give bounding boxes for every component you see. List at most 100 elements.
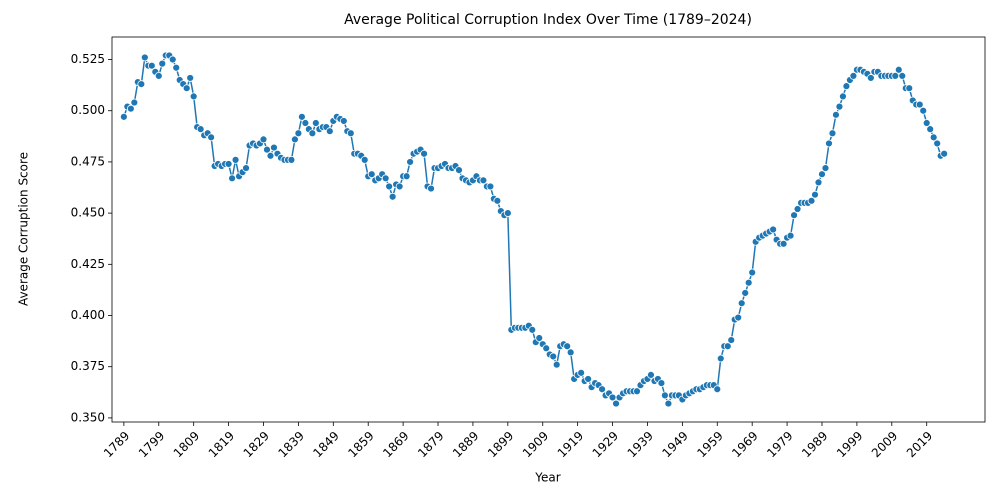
point xyxy=(406,158,414,166)
point xyxy=(126,104,135,113)
point xyxy=(832,110,840,119)
point xyxy=(242,164,250,172)
point xyxy=(224,160,233,168)
point xyxy=(748,268,757,277)
plot-frame xyxy=(111,36,986,423)
x-tick-label: 2019 xyxy=(904,429,935,460)
point xyxy=(929,133,938,142)
x-tick-label: 1839 xyxy=(275,429,306,460)
point xyxy=(455,166,463,175)
point xyxy=(207,133,216,142)
point xyxy=(486,182,495,191)
point xyxy=(723,342,732,351)
x-tick-label: 1989 xyxy=(799,429,830,460)
point xyxy=(933,139,942,148)
point xyxy=(311,119,320,127)
point xyxy=(549,352,558,361)
point xyxy=(140,53,149,62)
point xyxy=(584,375,593,383)
point xyxy=(259,135,268,144)
point xyxy=(842,82,851,91)
point xyxy=(661,391,669,400)
point xyxy=(552,360,561,369)
point xyxy=(493,196,502,205)
point xyxy=(228,174,236,183)
point xyxy=(294,129,303,138)
point xyxy=(727,336,736,344)
point xyxy=(849,72,858,80)
point xyxy=(186,74,195,82)
point xyxy=(905,84,914,93)
x-tick-label: 1889 xyxy=(450,429,481,460)
point xyxy=(297,112,306,121)
point xyxy=(291,135,299,144)
point xyxy=(263,145,271,154)
x-tick-label: 1819 xyxy=(206,429,237,460)
chart-title: Average Political Corruption Index Over … xyxy=(344,12,752,28)
x-tick-label: 1939 xyxy=(625,429,656,460)
point xyxy=(741,289,750,297)
x-tick-label: 1959 xyxy=(694,429,725,460)
point xyxy=(154,72,163,80)
point xyxy=(919,106,928,115)
point xyxy=(734,313,743,322)
point xyxy=(270,143,278,152)
x-tick-label: 1899 xyxy=(485,429,516,460)
point xyxy=(779,239,788,248)
y-tick-label: 0.350 xyxy=(71,410,105,424)
point xyxy=(479,176,488,185)
point xyxy=(172,63,181,72)
y-tick-label: 0.500 xyxy=(71,103,105,117)
point xyxy=(940,149,949,158)
y-tick-label: 0.525 xyxy=(71,52,105,66)
point xyxy=(612,399,620,408)
point xyxy=(769,225,778,234)
point xyxy=(420,149,428,158)
x-tick-label: 1879 xyxy=(415,429,446,460)
x-tick-label: 1949 xyxy=(659,429,690,460)
point xyxy=(922,119,931,127)
point xyxy=(339,117,348,125)
point xyxy=(130,98,139,107)
point xyxy=(137,80,146,89)
point xyxy=(231,155,240,164)
point xyxy=(926,125,935,134)
point xyxy=(196,125,205,134)
point xyxy=(147,61,156,70)
point xyxy=(744,278,753,287)
x-tick-label: 1859 xyxy=(345,429,376,460)
point xyxy=(346,129,355,138)
point xyxy=(657,379,666,387)
point xyxy=(839,92,847,101)
point xyxy=(821,164,830,172)
x-tick-label: 1849 xyxy=(310,429,341,460)
point xyxy=(898,72,907,80)
point xyxy=(395,182,404,191)
point xyxy=(633,387,641,396)
point xyxy=(402,172,411,181)
point xyxy=(388,192,397,201)
point xyxy=(367,170,376,179)
x-tick-label: 1999 xyxy=(834,429,865,460)
x-axis-label: Year xyxy=(534,471,560,485)
point xyxy=(825,139,833,148)
line xyxy=(123,54,945,406)
point xyxy=(503,209,512,218)
point xyxy=(866,74,875,82)
point xyxy=(563,342,572,351)
point xyxy=(577,368,586,377)
point xyxy=(894,65,903,74)
x-tick-label: 1829 xyxy=(241,429,272,460)
y-tick-label: 0.425 xyxy=(71,257,105,271)
point xyxy=(737,299,746,308)
point xyxy=(287,155,296,164)
x-tick-label: 2009 xyxy=(869,429,900,460)
x-tick-label: 1789 xyxy=(101,429,132,460)
point xyxy=(301,119,310,127)
point xyxy=(189,92,198,101)
point xyxy=(818,170,826,179)
point xyxy=(716,354,725,363)
x-tick-label: 1799 xyxy=(136,429,167,460)
point xyxy=(266,151,275,160)
